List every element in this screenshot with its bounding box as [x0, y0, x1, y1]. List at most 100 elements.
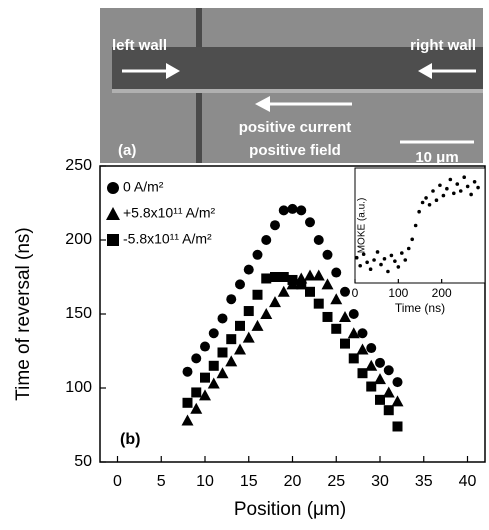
marker-circle: [183, 367, 193, 377]
x-axis-label: Position (μm): [234, 499, 346, 520]
scale-label: 10 μm: [415, 149, 458, 166]
point: [369, 267, 373, 271]
marker-circle: [253, 250, 263, 260]
point: [459, 189, 463, 193]
marker-circle: [305, 217, 315, 227]
point: [400, 251, 404, 255]
legend-marker: [107, 182, 119, 194]
marker-square: [384, 405, 394, 415]
point: [428, 203, 432, 207]
label: positive current: [239, 119, 352, 136]
point: [355, 256, 359, 260]
x-tick-label: 10: [196, 473, 214, 490]
point: [407, 247, 411, 251]
legend-label: 0 A/m²: [123, 179, 164, 195]
marker-triangle: [260, 308, 272, 319]
marker-circle: [270, 220, 280, 230]
marker-square: [218, 347, 228, 357]
y-tick-label: 150: [65, 305, 92, 322]
marker-circle: [340, 287, 350, 297]
x-tick-label: 25: [327, 473, 345, 490]
marker-square: [296, 279, 306, 289]
inset-frame: [355, 168, 485, 283]
marker-circle: [226, 294, 236, 304]
y-tick-label: 100: [65, 379, 92, 396]
x-tick-label: 40: [459, 473, 477, 490]
point: [469, 193, 473, 197]
marker-circle: [314, 235, 324, 245]
point: [376, 250, 380, 254]
marker-triangle: [252, 320, 264, 331]
wire-edge: [112, 89, 483, 93]
marker-square: [393, 421, 403, 431]
marker-square: [244, 306, 254, 316]
point: [403, 258, 407, 262]
marker-square: [358, 368, 368, 378]
marker-square: [209, 361, 219, 371]
marker-square: [331, 324, 341, 334]
marker-square: [288, 275, 298, 285]
marker-square: [366, 382, 376, 392]
marker-square: [191, 387, 201, 397]
point: [431, 189, 435, 193]
y-tick-label: 250: [65, 157, 92, 174]
x-tick-label: 35: [415, 473, 433, 490]
marker-circle: [279, 205, 289, 215]
point: [445, 187, 449, 191]
marker-circle: [366, 343, 376, 353]
x-tick-label: 15: [240, 473, 258, 490]
image-panel: left wall right wall positive current po…: [100, 8, 483, 166]
marker-triangle: [182, 415, 194, 426]
marker-square: [375, 395, 385, 405]
label: positive field: [249, 142, 341, 159]
point: [383, 257, 387, 261]
legend-marker: [107, 234, 119, 246]
point: [414, 224, 418, 228]
point: [362, 252, 366, 256]
marker-square: [314, 299, 324, 309]
legend-label: -5.8x10¹¹ A/m²: [123, 231, 212, 247]
point: [393, 259, 397, 263]
marker-circle: [288, 204, 298, 214]
marker-circle: [200, 342, 210, 352]
marker-square: [226, 334, 236, 344]
x-tick-label: 0: [113, 473, 122, 490]
y-tick-label: 200: [65, 231, 92, 248]
x-tick-label: 200: [432, 286, 452, 300]
point: [379, 263, 383, 267]
point: [442, 194, 446, 198]
marker-square: [340, 339, 350, 349]
marker-square: [235, 321, 245, 331]
x-axis-label: Time (ns): [395, 301, 445, 315]
point: [386, 270, 390, 274]
point: [372, 258, 376, 262]
point: [455, 182, 459, 186]
legend-marker: [106, 207, 120, 220]
marker-circle: [393, 377, 403, 387]
point: [397, 265, 401, 269]
point: [358, 264, 362, 268]
x-tick-label: 100: [388, 286, 408, 300]
marker-triangle: [330, 293, 342, 304]
marker-triangle: [269, 296, 281, 307]
panel-label: (b): [120, 431, 140, 448]
marker-circle: [358, 328, 368, 338]
marker-circle: [323, 250, 333, 260]
point: [390, 254, 394, 258]
marker-square: [323, 312, 333, 322]
marker-square: [305, 287, 315, 297]
marker-square: [253, 290, 263, 300]
marker-square: [261, 273, 271, 283]
y-tick-label: 50: [74, 453, 92, 470]
point: [365, 261, 369, 265]
figure: left wall right wall positive current po…: [0, 0, 489, 525]
point: [410, 238, 414, 242]
panel-label: (a): [118, 142, 136, 159]
y-axis-label: Time of reversal (ns): [13, 227, 34, 401]
point: [476, 186, 480, 190]
point: [449, 178, 453, 182]
x-tick-label: 30: [371, 473, 389, 490]
x-tick-label: 20: [284, 473, 302, 490]
point: [424, 196, 428, 200]
point: [473, 180, 477, 184]
